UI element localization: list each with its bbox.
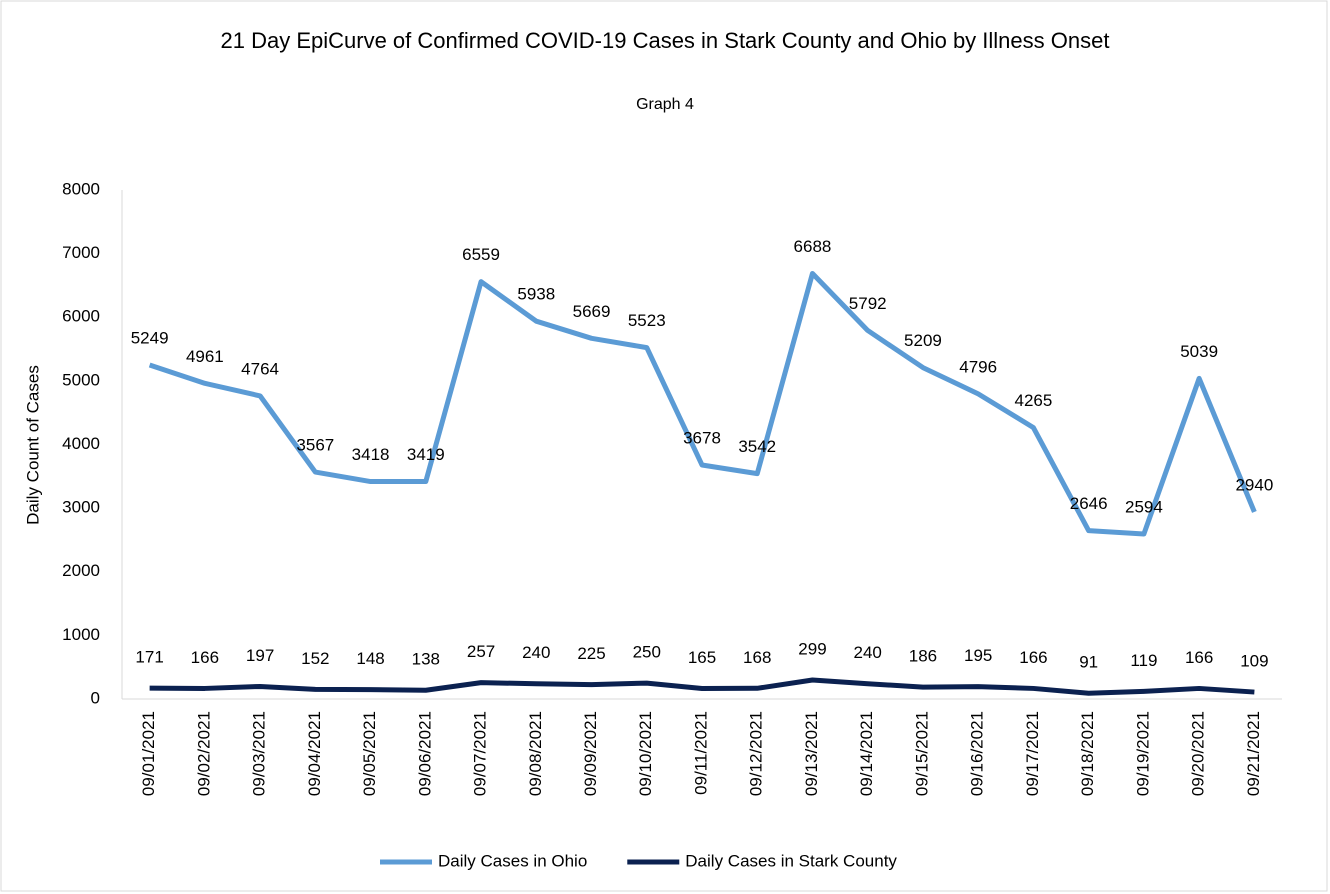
y-tick-label: 7000 <box>62 243 100 262</box>
data-label: 186 <box>909 647 937 666</box>
data-label: 2594 <box>1125 497 1163 516</box>
x-tick-label: 09/09/2021 <box>581 711 600 796</box>
x-tick-label: 09/17/2021 <box>1023 711 1042 796</box>
data-label: 299 <box>798 639 826 658</box>
data-label: 91 <box>1079 653 1098 672</box>
x-tick-label: 09/21/2021 <box>1244 711 1263 796</box>
y-tick-label: 6000 <box>62 307 100 326</box>
data-label: 257 <box>467 642 495 661</box>
data-label: 6559 <box>462 245 500 264</box>
data-label: 4265 <box>1015 391 1053 410</box>
data-label: 4764 <box>241 359 279 378</box>
data-label: 5249 <box>131 329 169 348</box>
series-line <box>148 270 1257 537</box>
x-tick-label: 09/08/2021 <box>526 711 545 796</box>
y-tick-label: 1000 <box>62 625 100 644</box>
data-label: 3418 <box>352 445 390 464</box>
x-tick-label: 09/15/2021 <box>912 711 931 796</box>
y-tick-label: 4000 <box>62 434 100 453</box>
data-label: 4796 <box>959 357 997 376</box>
x-tick-label: 09/06/2021 <box>415 711 434 796</box>
data-label: 5669 <box>573 302 611 321</box>
y-tick-label: 2000 <box>62 561 100 580</box>
data-label: 240 <box>854 643 882 662</box>
y-tick-label: 5000 <box>62 370 100 389</box>
data-label: 5938 <box>517 285 555 304</box>
data-label: 195 <box>964 646 992 665</box>
series-line <box>149 677 1255 696</box>
x-tick-label: 09/07/2021 <box>471 711 490 796</box>
data-label: 250 <box>633 643 661 662</box>
y-tick-label: 3000 <box>62 498 100 517</box>
x-tick-label: 09/18/2021 <box>1078 711 1097 796</box>
data-label: 148 <box>356 649 384 668</box>
data-label: 5209 <box>904 331 942 350</box>
data-label: 5523 <box>628 311 666 330</box>
data-label: 5039 <box>1180 342 1218 361</box>
data-label: 138 <box>412 650 440 669</box>
data-label: 3678 <box>683 428 721 447</box>
data-label: 166 <box>191 648 219 667</box>
x-tick-label: 09/05/2021 <box>360 711 379 796</box>
data-label: 152 <box>301 649 329 668</box>
x-tick-label: 09/13/2021 <box>802 711 821 796</box>
data-label: 4961 <box>186 347 224 366</box>
data-label: 171 <box>135 648 163 667</box>
y-axis-label: Daily Count of Cases <box>23 365 42 525</box>
y-tick-label: 0 <box>91 688 100 707</box>
data-label: 5792 <box>849 294 887 313</box>
x-tick-label: 09/01/2021 <box>139 711 158 796</box>
data-label: 3419 <box>407 445 445 464</box>
x-tick-label: 09/19/2021 <box>1133 711 1152 796</box>
chart-subtitle: Graph 4 <box>636 96 694 113</box>
data-label: 168 <box>743 648 771 667</box>
y-tick-label: 8000 <box>62 179 100 198</box>
data-label: 119 <box>1130 651 1157 670</box>
x-tick-label: 09/03/2021 <box>250 711 269 796</box>
x-tick-label: 09/02/2021 <box>194 711 213 796</box>
data-label: 166 <box>1019 648 1047 667</box>
data-label: 240 <box>522 643 550 662</box>
data-label: 2940 <box>1235 475 1273 494</box>
data-label: 6688 <box>794 237 832 256</box>
x-tick-label: 09/20/2021 <box>1189 711 1208 796</box>
x-tick-label: 09/12/2021 <box>747 711 766 796</box>
x-tick-label: 09/04/2021 <box>305 711 324 796</box>
data-label: 2646 <box>1070 494 1108 513</box>
data-label: 3542 <box>738 437 776 456</box>
legend-label: Daily Cases in Ohio <box>438 851 587 870</box>
x-tick-label: 09/10/2021 <box>636 711 655 796</box>
data-label: 3567 <box>296 436 334 455</box>
data-label: 109 <box>1240 652 1268 671</box>
legend-label: Daily Cases in Stark County <box>685 851 897 870</box>
data-label: 225 <box>577 644 605 663</box>
x-tick-label: 09/11/2021 <box>691 711 710 795</box>
x-tick-label: 09/16/2021 <box>968 711 987 796</box>
data-label: 197 <box>246 646 274 665</box>
x-tick-label: 09/14/2021 <box>857 711 876 796</box>
data-label: 165 <box>688 648 716 667</box>
chart-title: 21 Day EpiCurve of Confirmed COVID-19 Ca… <box>220 28 1110 53</box>
data-label: 166 <box>1185 648 1213 667</box>
